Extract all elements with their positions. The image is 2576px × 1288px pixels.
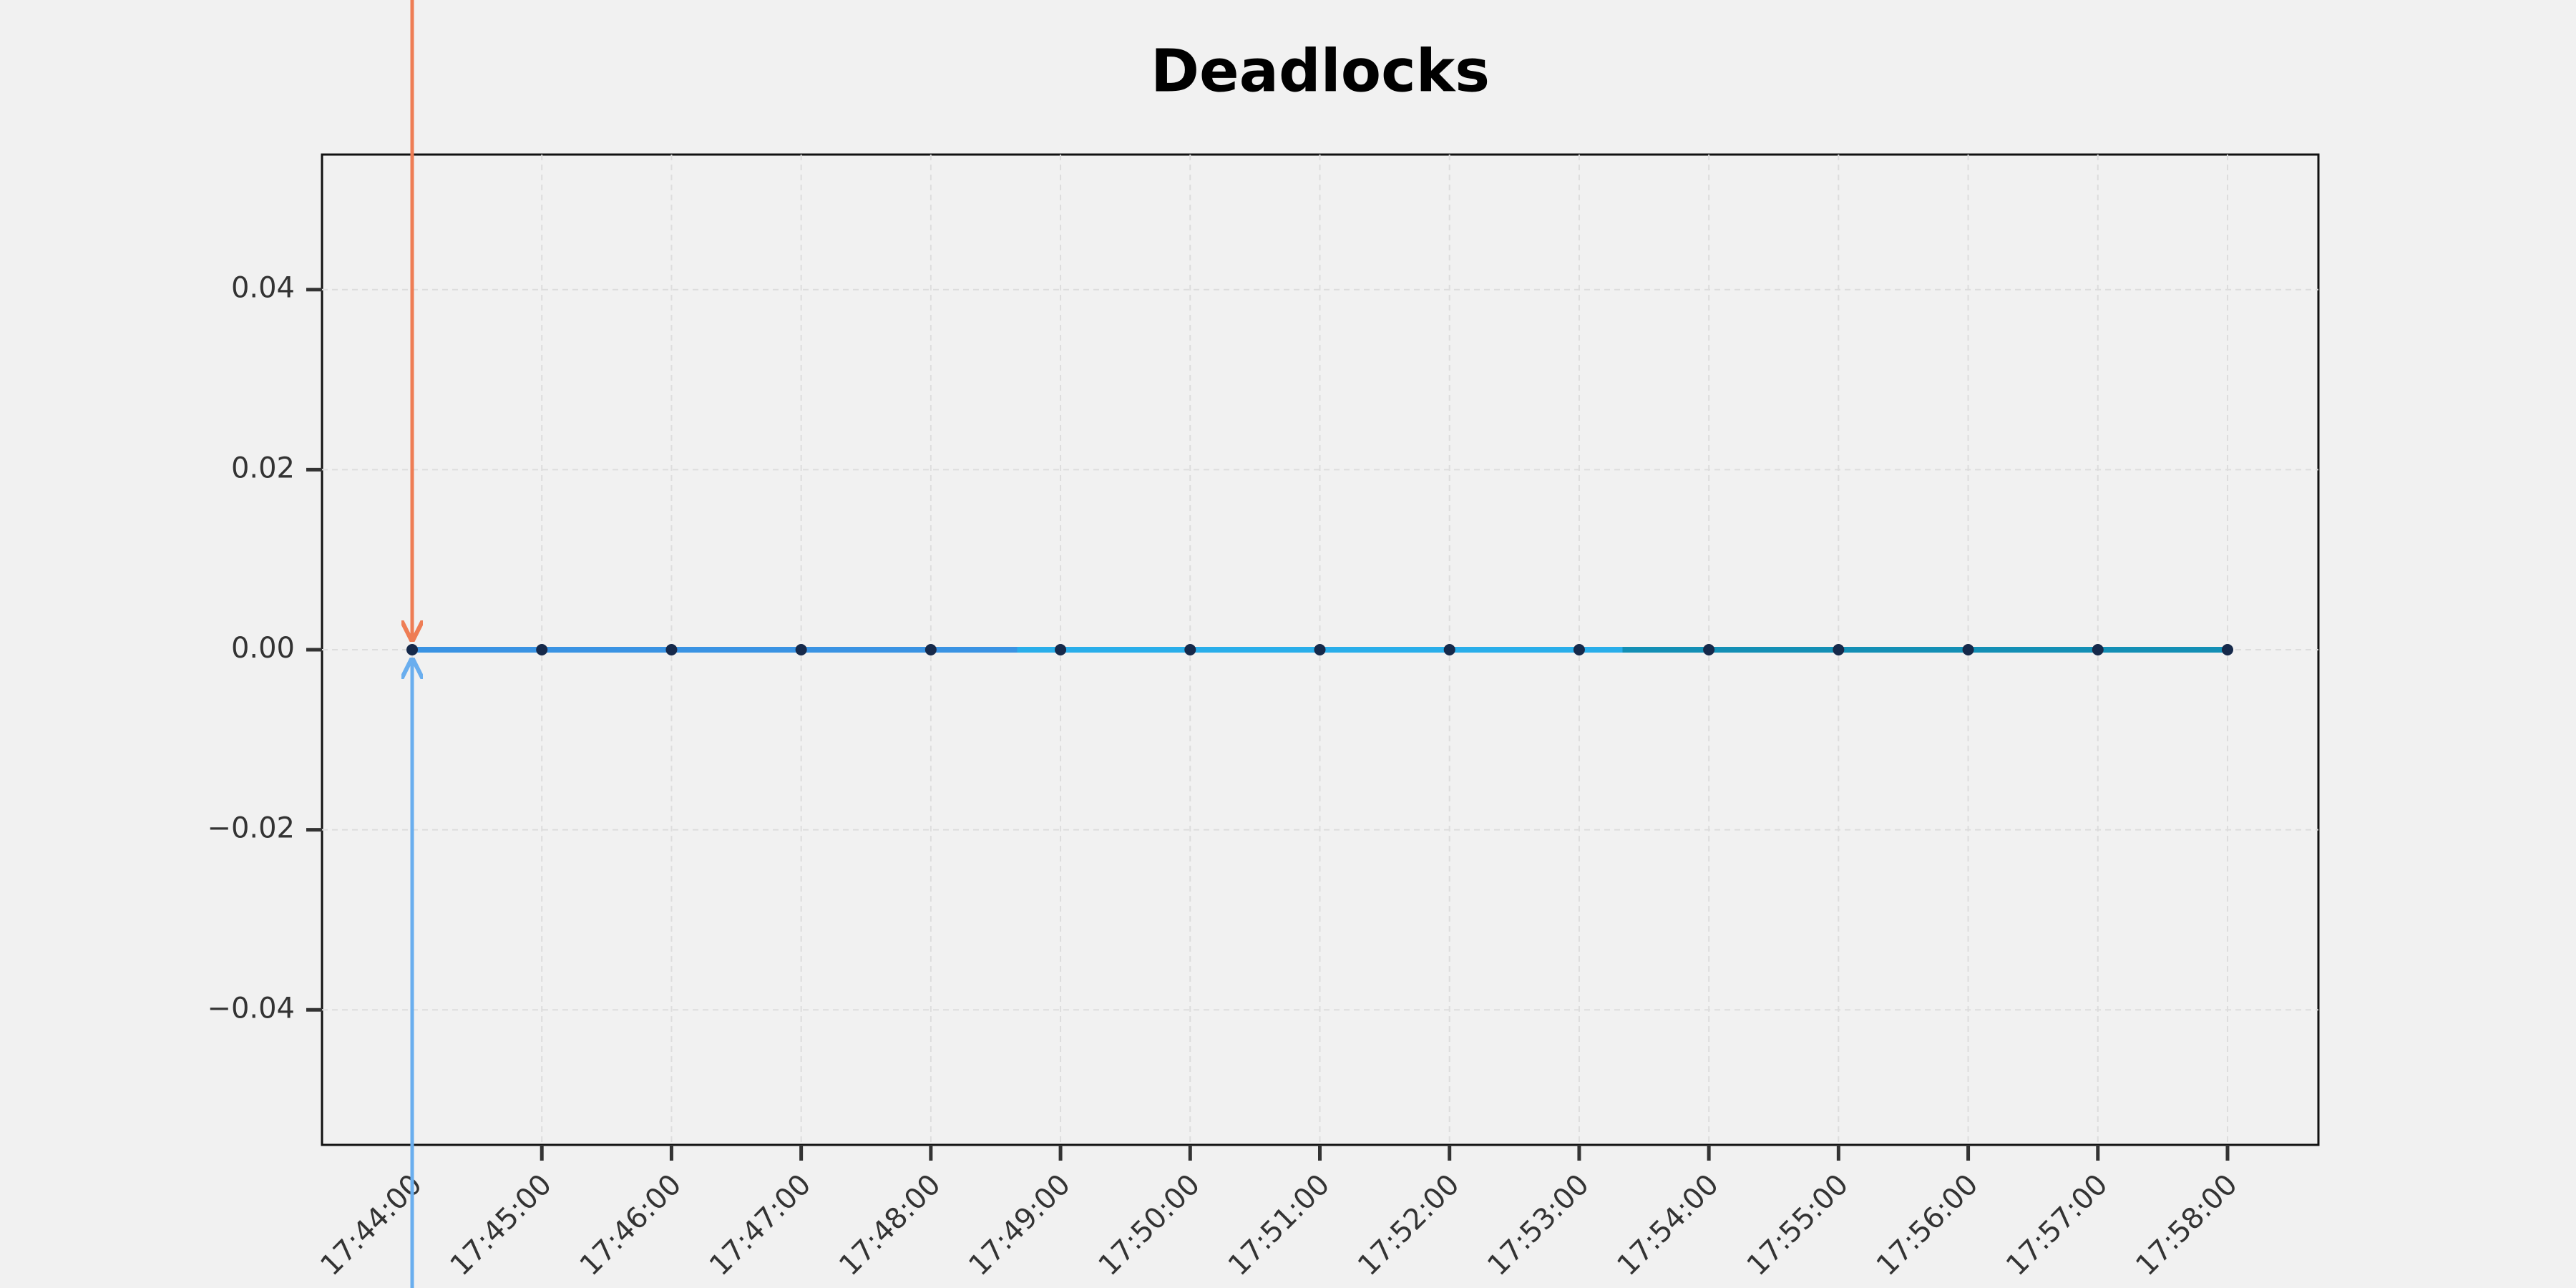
x-tick-label: 17:56:00 xyxy=(1870,1168,1985,1282)
x-tick-label: 17:57:00 xyxy=(2000,1168,2114,1282)
y-tick-label: −0.02 xyxy=(207,812,295,845)
data-point xyxy=(1055,644,1067,655)
chart-title: Deadlocks xyxy=(1151,37,1490,105)
data-point xyxy=(1184,644,1196,655)
x-tick-label: 17:50:00 xyxy=(1093,1168,1207,1282)
x-tick-label: 17:53:00 xyxy=(1481,1168,1596,1282)
data-point xyxy=(2222,644,2233,655)
data-point xyxy=(1703,644,1715,655)
data-point xyxy=(1573,644,1585,655)
x-tick-label: 17:52:00 xyxy=(1352,1168,1466,1282)
x-tick-label: 17:47:00 xyxy=(703,1168,818,1282)
x-tick-label: 17:49:00 xyxy=(962,1168,1077,1282)
data-point xyxy=(2092,644,2104,655)
y-tick-label: 0.00 xyxy=(231,632,295,665)
data-point xyxy=(665,644,678,655)
data-point xyxy=(1833,644,1845,655)
y-tick-label: 0.02 xyxy=(231,452,295,484)
data-point xyxy=(1443,644,1455,655)
x-tick-label: 17:46:00 xyxy=(574,1168,688,1282)
data-point xyxy=(1314,644,1326,655)
x-tick-label: 17:55:00 xyxy=(1741,1168,1855,1282)
y-tick-label: 0.04 xyxy=(231,272,295,305)
data-point xyxy=(406,644,418,655)
x-tick-label: 17:51:00 xyxy=(1222,1168,1337,1282)
x-tick-label: 17:58:00 xyxy=(2129,1168,2244,1282)
y-tick-label: −0.04 xyxy=(207,992,295,1025)
data-point xyxy=(795,644,807,655)
x-tick-label: 17:48:00 xyxy=(833,1168,947,1282)
data-point xyxy=(1962,644,1974,655)
x-tick-label: 17:54:00 xyxy=(1611,1168,1725,1282)
data-point xyxy=(924,644,937,655)
data-point xyxy=(536,644,548,655)
x-tick-label: 17:45:00 xyxy=(444,1168,559,1282)
